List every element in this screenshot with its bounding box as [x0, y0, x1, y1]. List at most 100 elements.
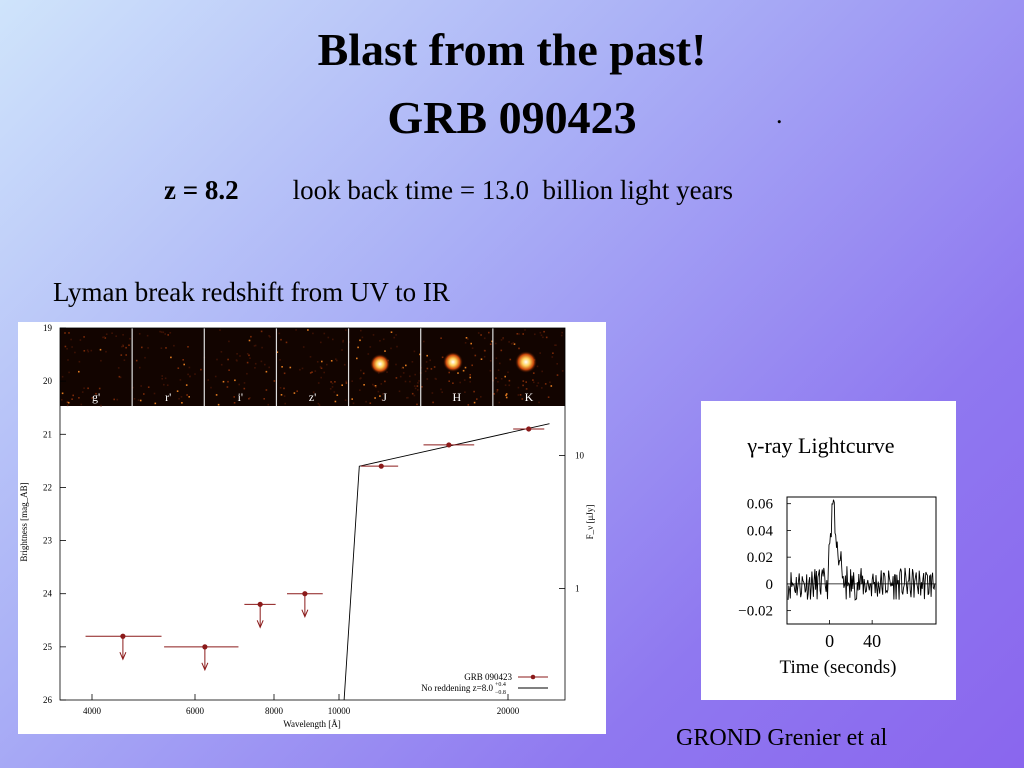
image-noise-pixel	[104, 337, 107, 339]
image-noise-pixel	[341, 349, 343, 351]
image-noise-pixel	[431, 392, 434, 394]
y-tick-label: 25	[43, 642, 53, 652]
image-noise-pixel	[512, 342, 515, 344]
image-noise-pixel	[79, 339, 82, 341]
image-noise-pixel	[416, 403, 418, 406]
image-noise-pixel	[83, 336, 85, 338]
image-noise-pixel	[409, 380, 411, 383]
image-noise-pixel	[120, 354, 123, 356]
image-noise-pixel	[119, 376, 122, 379]
image-noise-pixel	[140, 385, 142, 387]
image-noise-pixel	[476, 398, 478, 400]
image-noise-pixel	[536, 365, 539, 368]
image-noise-pixel	[463, 379, 466, 381]
image-noise-pixel	[317, 402, 320, 405]
image-noise-pixel	[471, 347, 474, 349]
image-noise-pixel	[319, 366, 322, 368]
gamma-x-tick-label: 40	[863, 631, 881, 651]
image-noise-pixel	[167, 334, 169, 336]
image-noise-pixel	[61, 375, 64, 378]
image-noise-pixel	[359, 389, 361, 391]
image-noise-pixel	[545, 336, 548, 339]
image-noise-pixel	[307, 329, 309, 331]
image-noise-pixel	[188, 396, 190, 398]
image-noise-pixel	[295, 329, 297, 331]
gamma-y-tick-label: 0.02	[747, 550, 773, 566]
image-noise-pixel	[483, 355, 486, 358]
band-label: K	[525, 390, 534, 404]
lyman-subtitle: Lyman break redshift from UV to IR	[53, 277, 450, 307]
y-tick-label: 26	[43, 695, 53, 705]
image-noise-pixel	[71, 398, 73, 400]
image-noise-pixel	[68, 332, 70, 334]
image-noise-pixel	[547, 396, 550, 398]
image-noise-pixel	[283, 387, 285, 390]
image-noise-pixel	[357, 346, 359, 349]
image-noise-pixel	[243, 387, 246, 390]
image-noise-pixel	[543, 330, 545, 333]
legend-model-sup: +0.4	[495, 682, 506, 688]
image-noise-pixel	[498, 401, 501, 404]
upper-limit-arrowhead	[301, 609, 309, 618]
image-noise-pixel	[228, 369, 230, 371]
image-noise-pixel	[302, 346, 305, 348]
image-noise-pixel	[510, 342, 513, 345]
y2-tick-label: 10	[575, 451, 585, 461]
image-noise-pixel	[413, 385, 416, 387]
image-noise-pixel	[173, 344, 175, 347]
image-noise-pixel	[253, 345, 256, 347]
image-noise-pixel	[343, 363, 346, 366]
image-noise-pixel	[113, 398, 115, 401]
image-noise-pixel	[329, 388, 332, 390]
image-noise-pixel	[352, 402, 355, 405]
image-noise-pixel	[361, 336, 364, 339]
sed-chart-panel: g' r' i' z' J H K 19 20 21 22 23 24 25 26 10 1 4000 600…	[18, 322, 606, 734]
y2-axis-label: F_ν [μJy]	[585, 505, 595, 540]
image-noise-pixel	[122, 344, 124, 346]
image-noise-pixel	[401, 367, 404, 369]
image-noise-pixel	[239, 355, 241, 357]
image-noise-pixel	[554, 344, 556, 346]
image-noise-pixel	[222, 380, 225, 383]
image-noise-pixel	[360, 377, 362, 379]
image-noise-pixel	[351, 398, 353, 400]
image-noise-pixel	[335, 358, 337, 360]
image-noise-pixel	[409, 375, 411, 378]
image-noise-pixel	[263, 398, 265, 400]
image-noise-pixel	[464, 366, 467, 369]
image-noise-pixel	[220, 363, 223, 366]
image-noise-pixel	[146, 334, 149, 337]
image-noise-pixel	[90, 349, 93, 352]
image-noise-pixel	[390, 331, 393, 333]
band-label: z'	[309, 390, 317, 404]
upper-limit-arrowhead	[119, 652, 127, 661]
image-noise-pixel	[517, 386, 520, 389]
image-noise-pixel	[551, 356, 554, 358]
lookback-text: look back time = 13.0 billion light year…	[292, 175, 734, 205]
image-noise-pixel	[379, 395, 381, 397]
image-noise-pixel	[426, 367, 429, 370]
image-noise-pixel	[332, 338, 334, 341]
gamma-title: γ-ray Lightcurve	[746, 433, 894, 458]
image-noise-pixel	[98, 387, 101, 390]
image-noise-pixel	[344, 399, 347, 401]
gamma-lightcurve-chart: γ-ray Lightcurve 0.060.040.020−0.02 0 40 …	[738, 433, 937, 678]
image-noise-pixel	[115, 335, 117, 337]
image-noise-pixel	[186, 394, 188, 396]
image-noise-pixel	[268, 366, 270, 369]
image-noise-pixel	[369, 346, 372, 348]
image-noise-pixel	[139, 399, 142, 402]
image-noise-pixel	[336, 394, 339, 396]
image-noise-pixel	[170, 356, 172, 359]
image-noise-pixel	[80, 403, 83, 406]
image-noise-pixel	[318, 404, 321, 406]
image-noise-pixel	[433, 366, 436, 368]
image-noise-pixel	[117, 367, 120, 369]
image-noise-pixel	[276, 351, 279, 353]
stray-dot: .	[776, 100, 783, 129]
data-point	[526, 426, 532, 432]
image-noise-pixel	[154, 402, 157, 405]
image-noise-pixel	[314, 370, 317, 372]
image-noise-pixel	[491, 340, 493, 343]
image-noise-pixel	[549, 381, 551, 384]
